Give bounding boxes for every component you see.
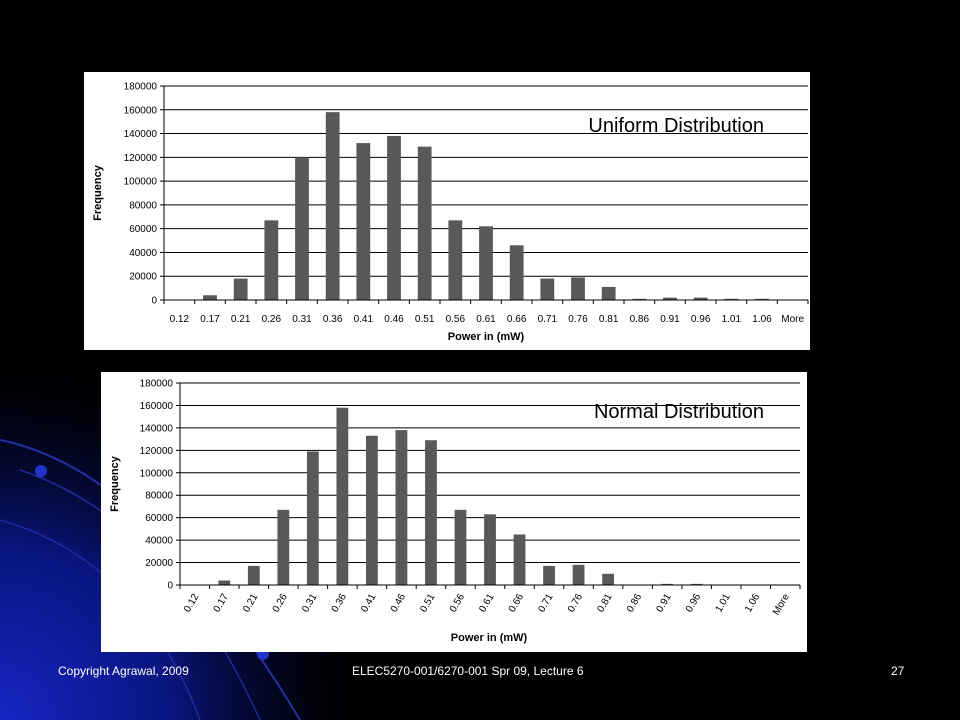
bar bbox=[448, 220, 463, 300]
y-tick-label: 180000 bbox=[140, 379, 174, 390]
y-tick-label: 120000 bbox=[124, 153, 158, 164]
bar bbox=[602, 573, 614, 585]
x-tick-label: 0.41 bbox=[354, 314, 374, 325]
bar bbox=[571, 277, 585, 300]
x-tick-label: 1.06 bbox=[752, 314, 772, 325]
bar bbox=[632, 298, 647, 300]
dot-decoration bbox=[35, 465, 47, 477]
x-tick-label: 0.46 bbox=[384, 314, 404, 325]
footer-page-number: 27 bbox=[891, 664, 905, 678]
x-tick-label: 0.86 bbox=[630, 314, 650, 325]
y-tick-label: 20000 bbox=[145, 558, 173, 569]
bar bbox=[454, 509, 467, 585]
x-tick-label: 0.56 bbox=[446, 314, 466, 325]
bar bbox=[755, 298, 769, 300]
footer-copyright: Copyright Agrawal, 2009 bbox=[58, 664, 189, 678]
y-tick-label: 40000 bbox=[145, 536, 173, 547]
y-tick-label: 120000 bbox=[140, 446, 174, 457]
y-tick-label: 100000 bbox=[124, 177, 158, 188]
bar bbox=[295, 157, 309, 300]
bar bbox=[417, 146, 432, 300]
footer-course: ELEC5270-001/6270-001 Spr 09, Lecture 6 bbox=[352, 664, 584, 678]
bar bbox=[277, 509, 290, 585]
y-tick-label: 60000 bbox=[129, 224, 157, 235]
x-tick-label: 0.61 bbox=[476, 314, 496, 325]
bar bbox=[366, 435, 378, 585]
bar bbox=[218, 580, 231, 585]
bar bbox=[233, 278, 248, 300]
bar bbox=[325, 112, 340, 301]
bar bbox=[509, 245, 524, 300]
y-axis-label: Frequency bbox=[92, 164, 104, 221]
bar bbox=[513, 534, 526, 585]
bar bbox=[387, 135, 401, 300]
bar bbox=[572, 564, 585, 585]
x-tick-label: 0.26 bbox=[262, 314, 282, 325]
y-tick-label: 160000 bbox=[140, 401, 174, 412]
x-tick-label: 0.76 bbox=[568, 314, 588, 325]
x-tick-label: 0.71 bbox=[538, 314, 558, 325]
x-tick-label: 0.51 bbox=[415, 314, 435, 325]
bar bbox=[395, 430, 408, 585]
y-tick-label: 0 bbox=[151, 296, 157, 307]
x-tick-label: 0.91 bbox=[660, 314, 680, 325]
chart-title: Normal Distribution bbox=[594, 401, 764, 423]
x-tick-label: 0.12 bbox=[170, 314, 190, 325]
y-tick-label: 0 bbox=[167, 581, 173, 592]
x-tick-label: More bbox=[781, 314, 804, 325]
bar bbox=[690, 583, 703, 585]
bar bbox=[540, 278, 555, 300]
bar bbox=[543, 565, 555, 585]
y-tick-label: 20000 bbox=[129, 272, 157, 283]
y-tick-label: 180000 bbox=[124, 82, 158, 93]
bar bbox=[663, 297, 677, 300]
y-tick-label: 160000 bbox=[124, 105, 158, 116]
y-tick-label: 40000 bbox=[129, 248, 157, 259]
y-tick-label: 60000 bbox=[145, 513, 173, 524]
x-tick-label: 0.36 bbox=[323, 314, 343, 325]
y-tick-label: 100000 bbox=[140, 468, 174, 479]
bar bbox=[425, 440, 437, 585]
x-tick-label: 0.66 bbox=[507, 314, 527, 325]
y-tick-label: 140000 bbox=[124, 129, 158, 140]
bar bbox=[356, 143, 371, 300]
bar bbox=[203, 295, 217, 300]
bar bbox=[601, 286, 616, 300]
x-tick-label: 0.96 bbox=[691, 314, 711, 325]
bar bbox=[724, 298, 739, 300]
bar bbox=[264, 220, 279, 300]
bar bbox=[693, 297, 708, 300]
bar bbox=[661, 583, 674, 585]
y-axis-label: Frequency bbox=[109, 455, 121, 512]
y-tick-label: 140000 bbox=[140, 423, 174, 434]
x-tick-label: 0.17 bbox=[200, 314, 220, 325]
bar bbox=[247, 565, 260, 585]
bar bbox=[336, 407, 349, 585]
x-tick-label: 0.81 bbox=[599, 314, 619, 325]
x-axis-label: Power in (mW) bbox=[451, 632, 528, 644]
bar bbox=[306, 451, 319, 585]
bar bbox=[479, 226, 493, 300]
y-tick-label: 80000 bbox=[129, 200, 157, 211]
bar bbox=[484, 514, 496, 585]
y-tick-label: 80000 bbox=[145, 491, 173, 502]
x-tick-label: 1.01 bbox=[722, 314, 742, 325]
x-axis-label: Power in (mW) bbox=[448, 331, 525, 343]
x-tick-label: 0.31 bbox=[292, 314, 312, 325]
chart-title: Uniform Distribution bbox=[588, 115, 764, 137]
x-tick-label: 0.21 bbox=[231, 314, 251, 325]
